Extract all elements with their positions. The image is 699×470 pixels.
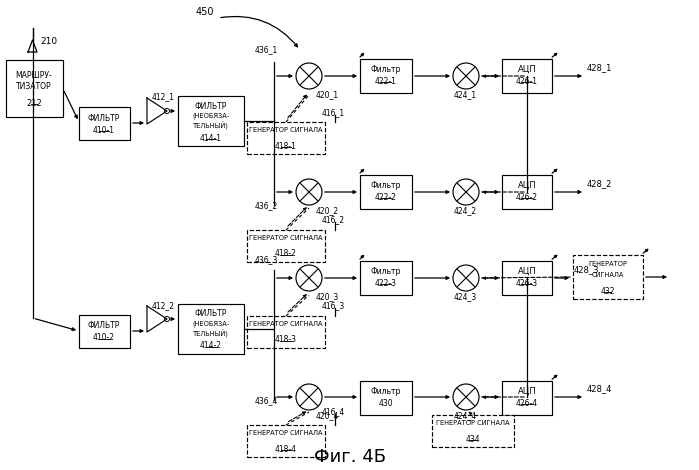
Circle shape	[453, 384, 479, 410]
Bar	[573, 255, 643, 299]
Text: 410-2: 410-2	[93, 334, 115, 343]
Text: 426-3: 426-3	[516, 279, 538, 288]
Circle shape	[453, 265, 479, 291]
Bar	[247, 122, 325, 154]
Text: МАРШРУ-: МАРШРУ-	[15, 70, 52, 79]
Text: Фильтр: Фильтр	[370, 266, 401, 275]
Circle shape	[453, 63, 479, 89]
Text: ГЕНЕРАТОР СИГНАЛА: ГЕНЕРАТОР СИГНАЛА	[250, 321, 323, 327]
Text: 432: 432	[600, 287, 615, 296]
Text: ТЕЛЬНЫЙ): ТЕЛЬНЫЙ)	[193, 330, 229, 338]
Text: АЦП: АЦП	[518, 386, 536, 395]
Text: ФИЛЬТР: ФИЛЬТР	[88, 113, 120, 123]
Bar	[247, 230, 325, 262]
Text: 410-1: 410-1	[93, 125, 115, 134]
Text: 420_1: 420_1	[316, 90, 339, 99]
Text: 434: 434	[466, 434, 480, 444]
Text: 426-1: 426-1	[516, 77, 538, 86]
Text: 422-1: 422-1	[375, 77, 397, 86]
Text: 416_4: 416_4	[322, 407, 345, 416]
Text: 436_4: 436_4	[255, 396, 278, 405]
Bar	[6, 60, 63, 117]
Text: 414-1: 414-1	[200, 133, 222, 142]
Text: (НЕОБЯЗА-: (НЕОБЯЗА-	[192, 113, 229, 119]
Text: 420_4: 420_4	[316, 411, 339, 420]
Text: 436_2: 436_2	[255, 201, 278, 210]
Text: ГЕНЕРАТОР СИГНАЛА: ГЕНЕРАТОР СИГНАЛА	[436, 420, 510, 426]
Text: ГЕНЕРАТОР: ГЕНЕРАТОР	[589, 261, 628, 267]
Text: 418-2: 418-2	[275, 250, 297, 259]
Text: Фильтр: Фильтр	[370, 180, 401, 189]
Text: 416_3: 416_3	[322, 301, 345, 310]
Text: ГЕНЕРАТОР СИГНАЛА: ГЕНЕРАТОР СИГНАЛА	[250, 430, 323, 436]
Bar	[360, 59, 412, 93]
Text: 422-3: 422-3	[375, 279, 397, 288]
Text: ФИЛЬТР: ФИЛЬТР	[195, 310, 227, 319]
Text: 418-1: 418-1	[275, 141, 297, 150]
Text: 428_1: 428_1	[587, 63, 612, 72]
Text: ГЕНЕРАТОР СИГНАЛА: ГЕНЕРАТОР СИГНАЛА	[250, 127, 323, 133]
Bar	[432, 415, 514, 447]
Text: 416_2: 416_2	[322, 215, 345, 224]
Text: 426-2: 426-2	[516, 193, 538, 202]
Bar	[79, 315, 130, 348]
Circle shape	[296, 384, 322, 410]
Text: 422-2: 422-2	[375, 193, 397, 202]
Text: СИГНАЛА: СИГНАЛА	[592, 272, 624, 278]
Text: (НЕОБЯЗА-: (НЕОБЯЗА-	[192, 321, 229, 327]
Circle shape	[296, 63, 322, 89]
Bar	[79, 107, 130, 140]
Text: Фиг. 4Б: Фиг. 4Б	[314, 448, 386, 466]
Text: ФИЛЬТР: ФИЛЬТР	[88, 321, 120, 330]
Bar	[178, 304, 244, 354]
Text: 412_1: 412_1	[152, 92, 175, 101]
Text: 418-4: 418-4	[275, 445, 297, 454]
Text: 210: 210	[40, 37, 57, 46]
Text: 430: 430	[379, 399, 394, 407]
Circle shape	[296, 179, 322, 205]
Text: ТИЗАТОР: ТИЗАТОР	[16, 81, 52, 91]
Text: 424_4: 424_4	[454, 411, 477, 420]
Text: АЦП: АЦП	[518, 64, 536, 73]
Text: 424_3: 424_3	[454, 292, 477, 301]
Bar	[247, 425, 325, 457]
Bar	[360, 381, 412, 415]
Text: 426-4: 426-4	[516, 399, 538, 407]
Text: ФИЛЬТР: ФИЛЬТР	[195, 102, 227, 110]
Text: 436_1: 436_1	[255, 45, 278, 54]
Text: АЦП: АЦП	[518, 266, 536, 275]
Text: Фильтр: Фильтр	[370, 386, 401, 395]
Text: АЦП: АЦП	[518, 180, 536, 189]
Bar	[502, 381, 552, 415]
Bar	[502, 59, 552, 93]
Text: 428_2: 428_2	[587, 179, 612, 188]
Bar	[502, 175, 552, 209]
Bar	[178, 96, 244, 146]
Text: 424_2: 424_2	[454, 206, 477, 215]
Text: 450: 450	[196, 7, 215, 17]
Text: Фильтр: Фильтр	[370, 64, 401, 73]
Text: 420_3: 420_3	[316, 292, 339, 301]
Circle shape	[164, 109, 169, 113]
Circle shape	[164, 316, 169, 321]
Text: 420_2: 420_2	[316, 206, 339, 215]
Text: 436_3: 436_3	[255, 255, 278, 264]
Bar	[247, 316, 325, 348]
Text: 428_3: 428_3	[574, 265, 600, 274]
Text: 212: 212	[26, 99, 42, 108]
Bar	[360, 175, 412, 209]
Text: 414-2: 414-2	[200, 342, 222, 351]
Text: 416_1: 416_1	[322, 108, 345, 117]
Text: 428_4: 428_4	[587, 384, 612, 393]
Text: ТЕЛЬНЫЙ): ТЕЛЬНЫЙ)	[193, 122, 229, 130]
Text: ГЕНЕРАТОР СИГНАЛА: ГЕНЕРАТОР СИГНАЛА	[250, 235, 323, 241]
Text: 412_2: 412_2	[152, 301, 175, 310]
Text: 418-3: 418-3	[275, 336, 297, 345]
Bar	[360, 261, 412, 295]
Circle shape	[453, 179, 479, 205]
Bar	[502, 261, 552, 295]
Text: 424_1: 424_1	[454, 90, 477, 99]
Circle shape	[296, 265, 322, 291]
